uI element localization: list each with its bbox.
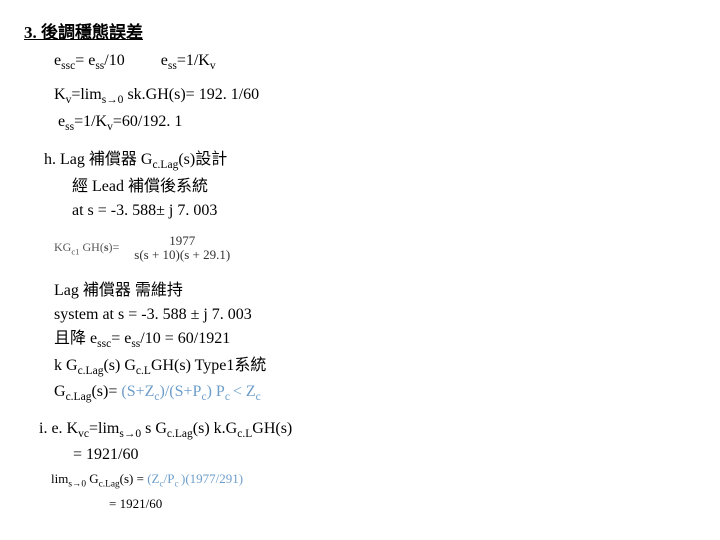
t: =1/K [74,113,107,130]
t: lim [51,471,68,486]
t: ss [168,60,177,72]
ie-block: i. e. Kvc=lims→0 s Gc.Lag(s) k.Gc.LGH(s)… [39,417,696,516]
t: ssc [97,339,111,351]
t: =lim [89,420,119,437]
fraction: 1977 s(s + 10)(s + 29.1) [131,233,233,264]
t: KGc1 GH(s)= [54,240,119,254]
t: (s) G [103,357,135,374]
t: e [161,52,168,69]
numerator: 1977 [134,234,230,248]
t: c.Lag [99,480,120,490]
t: = e [75,52,95,69]
t: i. e. K [39,420,78,437]
denominator: s(s + 10)(s + 29.1) [134,248,230,262]
t: GH(s) [252,420,292,437]
section-h: h. Lag 補償器 Gc.Lag(s)設計 經 Lead 補償後系統 at s… [44,148,696,222]
t: GH(s) Type1系統 [151,357,266,374]
t: k G [54,357,78,374]
t: c.Lag [66,392,92,404]
t: 經 Lead 補償後系統 [72,178,208,195]
t: c.L [237,428,252,440]
section-title: 3. 後調穩態誤差 [24,18,696,43]
t: h. Lag 補償器 G [44,151,152,168]
t: s→0 [102,95,124,107]
t: ss [95,60,104,72]
t: sk.GH(s)= 192. 1/60 [123,86,259,103]
t: ss [65,121,74,133]
t: c.Lag [167,428,193,440]
eq-line-2: Kv=lims→0 sk.GH(s)= 192. 1/60 ess=1/Kv=6… [54,83,696,136]
t: s G [141,420,167,437]
t: v [210,60,216,72]
t: (s) k.G [193,420,237,437]
lag-block: Lag 補償器 需維持 system at s = -3. 588 ± j 7.… [54,279,696,406]
t: s→0 [119,428,141,440]
t: =lim [71,86,101,103]
t: c.Lag [152,160,178,172]
t: K [54,86,66,103]
t: ss [131,339,140,351]
t: (s) = [120,471,148,486]
t: s→0 [68,480,86,490]
t: = e [111,330,131,347]
t: c.Lag [78,365,104,377]
t: vc [78,428,89,440]
t: G [54,383,66,400]
t: /10 [104,52,124,69]
eq-line-1: essc= ess/10 ess=1/Kv [54,49,696,75]
t: Lag 補償器 需維持 [54,282,183,299]
t: system at s = -3. 588 ± j 7. 003 [54,306,252,323]
t: (s)= [91,383,121,400]
t: =60/192. 1 [113,113,182,130]
t: = 1921/60 [73,446,138,463]
t: (s)設計 [178,151,227,168]
t: ssc [61,60,75,72]
t: = 1921/60 [109,496,162,511]
t: =1/K [177,52,210,69]
t: at s = -3. 588± j 7. 003 [72,202,217,219]
t: G [86,471,99,486]
t: c.L [136,365,151,377]
t: 且降 e [54,330,97,347]
transfer-function: KGc1 GH(s)= 1977 s(s + 10)(s + 29.1) [54,233,696,264]
t: /10 = 60/1921 [140,330,230,347]
